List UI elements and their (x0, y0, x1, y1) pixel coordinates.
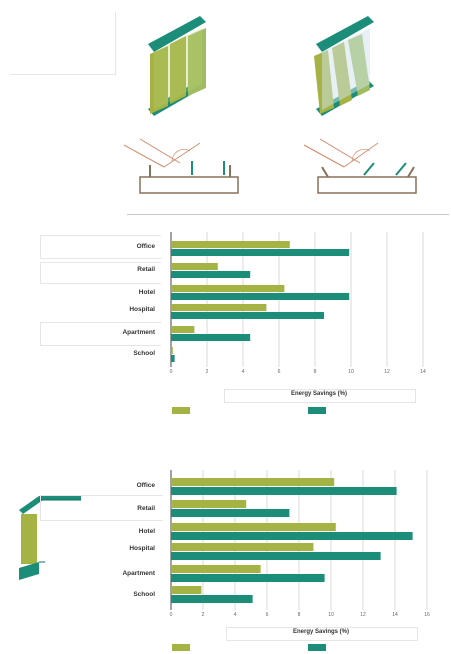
x-tick-label: 6 (277, 369, 281, 375)
bar-teal-retail (171, 509, 290, 517)
bar-teal-school (171, 355, 175, 362)
x-tick-label: 2 (201, 612, 205, 618)
x-tick-label: 14 (392, 612, 398, 618)
bar-olive-apartment (171, 565, 261, 573)
x-tick-label: 12 (384, 369, 390, 375)
category-label: Hotel (138, 528, 155, 535)
section-divider (127, 214, 449, 215)
bar-olive-apartment (171, 326, 195, 333)
blank-label-box (10, 12, 116, 75)
category-label: Hotel (138, 289, 155, 296)
bar-teal-apartment (171, 574, 325, 582)
bar-teal-hospital (171, 552, 381, 560)
x-tick-label: 0 (169, 369, 173, 375)
legend-swatch-teal (308, 407, 326, 414)
x-tick-label: 8 (297, 612, 301, 618)
angled-fin-section-sun-angle-icon (303, 138, 417, 194)
bar-olive-office (171, 241, 290, 248)
x-tick-label: 10 (328, 612, 334, 618)
category-label: Office (136, 243, 155, 250)
bar-olive-hospital (171, 543, 314, 551)
bar-olive-hospital (171, 304, 267, 311)
category-label: School (133, 350, 155, 357)
category-label: Hospital (129, 306, 155, 313)
x-tick-label: 8 (313, 369, 317, 375)
bar-olive-school (171, 347, 173, 354)
x-tick-label: 6 (265, 612, 269, 618)
bar-olive-office (171, 478, 335, 486)
x-tick-label: 10 (348, 369, 354, 375)
legend-swatch-teal (308, 644, 326, 651)
fin-section-sun-angle-icon (123, 138, 239, 194)
overhang-fin-section-icon (19, 496, 81, 580)
bar-olive-retail (171, 500, 247, 508)
chart-1-plot (170, 232, 424, 367)
x-tick-label: 2 (205, 369, 209, 375)
vertical-fins-window-icon (148, 16, 206, 116)
chart-2-plot (170, 470, 428, 610)
bar-teal-school (171, 595, 253, 603)
angled-fins-window-icon (314, 16, 374, 116)
category-label: Retail (137, 266, 155, 273)
x-axis-title: Energy Savings (%) (292, 629, 349, 635)
axis-title-box (226, 627, 418, 641)
x-tick-label: 16 (424, 612, 430, 618)
bar-olive-school (171, 586, 202, 594)
bar-teal-office (171, 487, 397, 495)
x-axis-title: Energy Savings (%) (290, 391, 347, 397)
blank-label-box (40, 235, 161, 259)
bar-olive-hotel (171, 285, 285, 292)
category-label: Retail (137, 505, 155, 512)
blank-label-box (40, 322, 161, 346)
bar-teal-office (171, 249, 350, 256)
bar-teal-hotel (171, 293, 350, 300)
category-label: Apartment (122, 570, 155, 577)
x-tick-label: 4 (241, 369, 245, 375)
bar-teal-hotel (171, 532, 413, 540)
x-tick-label: 12 (360, 612, 366, 618)
bar-olive-hotel (171, 523, 336, 531)
legend-swatch-olive (172, 644, 190, 651)
x-tick-label: 0 (169, 612, 173, 618)
bar-teal-retail (171, 271, 251, 278)
blank-label-box (40, 495, 163, 521)
legend-swatch-olive (172, 407, 190, 414)
axis-title-box (224, 389, 416, 403)
category-label: Hospital (129, 545, 155, 552)
blank-label-box (40, 262, 161, 284)
bar-olive-retail (171, 263, 218, 270)
x-tick-label: 14 (420, 369, 426, 375)
bar-teal-apartment (171, 334, 251, 341)
bar-teal-hospital (171, 312, 324, 319)
category-label: Apartment (122, 329, 155, 336)
x-tick-label: 4 (233, 612, 237, 618)
category-label: School (133, 591, 155, 598)
category-label: Office (136, 482, 155, 489)
